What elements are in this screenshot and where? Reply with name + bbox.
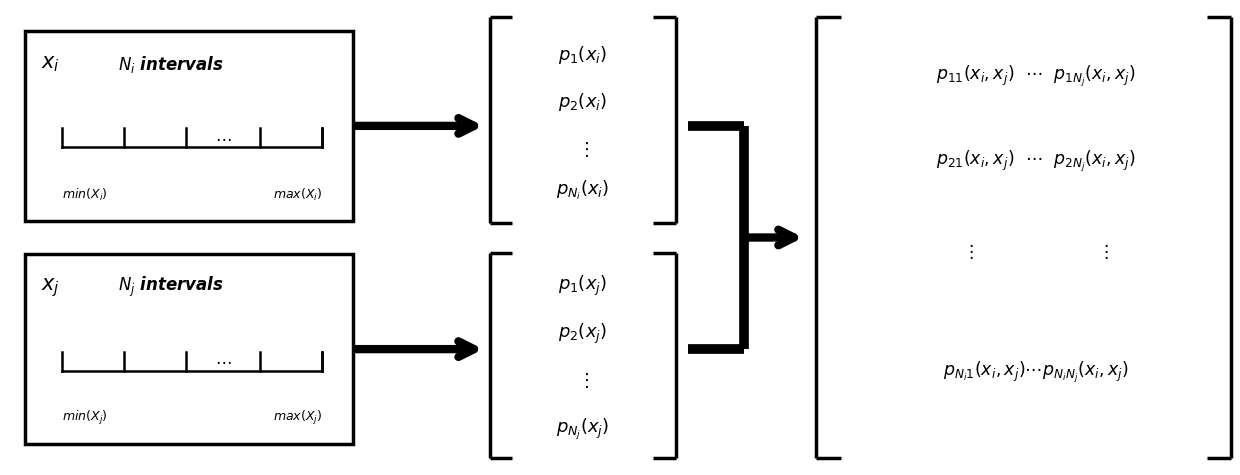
Text: $p_{N_i1}(x_i,x_j)\cdots p_{N_iN_j}(x_i,x_j)$: $p_{N_i1}(x_i,x_j)\cdots p_{N_iN_j}(x_i,…	[944, 361, 1128, 385]
Bar	[25, 254, 353, 444]
Text: $\vdots$: $\vdots$	[577, 371, 589, 390]
Text: $\mathit{min(X_j)}$: $\mathit{min(X_j)}$	[62, 409, 108, 427]
Text: $\mathit{max(X_i)}$: $\mathit{max(X_i)}$	[273, 187, 322, 203]
Text: $\mathit{max(X_j)}$: $\mathit{max(X_j)}$	[273, 409, 322, 427]
Text: $p_{21}(x_i,x_j)\ \ \cdots\ \ p_{2N_j}(x_i,x_j)$: $p_{21}(x_i,x_j)\ \ \cdots\ \ p_{2N_j}(x…	[936, 149, 1136, 174]
Text: $p_1(x_i)$: $p_1(x_i)$	[558, 44, 608, 66]
Text: $\mathit{min(X_i)}$: $\mathit{min(X_i)}$	[62, 187, 108, 203]
Text: $\mathit{x_j}$: $\mathit{x_j}$	[41, 276, 60, 299]
Text: $\cdots$: $\cdots$	[215, 129, 232, 147]
Bar	[25, 31, 353, 221]
Text: $p_1(x_j)$: $p_1(x_j)$	[558, 274, 608, 298]
Text: $\mathit{N_j}$ intervals: $\mathit{N_j}$ intervals	[118, 276, 223, 299]
Text: $\vdots$: $\vdots$	[577, 140, 589, 159]
Text: $p_{N_j}(x_j)$: $p_{N_j}(x_j)$	[556, 418, 610, 442]
Text: $p_2(x_i)$: $p_2(x_i)$	[558, 91, 608, 113]
Text: $\cdots$: $\cdots$	[215, 352, 232, 370]
Text: $\vdots\qquad\qquad\qquad\quad\vdots$: $\vdots\qquad\qquad\qquad\quad\vdots$	[962, 242, 1110, 261]
Text: $p_2(x_j)$: $p_2(x_j)$	[558, 322, 608, 345]
Text: $p_{11}(x_i,x_j)\ \ \cdots\ \ p_{1N_j}(x_i,x_j)$: $p_{11}(x_i,x_j)\ \ \cdots\ \ p_{1N_j}(x…	[936, 64, 1136, 88]
Text: $\mathit{N_i}$ intervals: $\mathit{N_i}$ intervals	[118, 54, 223, 75]
Text: $p_{N_i}(x_i)$: $p_{N_i}(x_i)$	[556, 179, 610, 201]
Text: $\mathit{x_i}$: $\mathit{x_i}$	[41, 54, 60, 74]
